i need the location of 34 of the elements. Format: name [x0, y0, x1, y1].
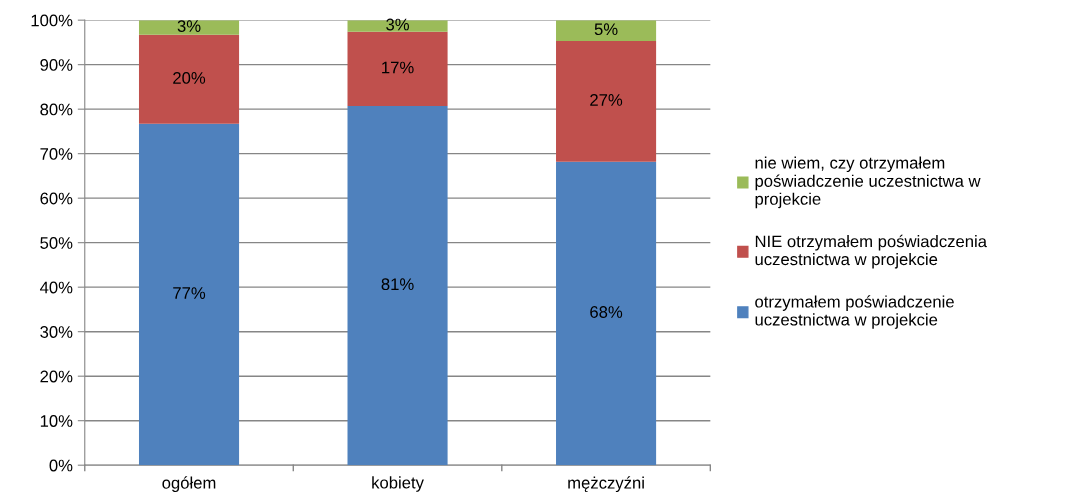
data-label: 3% — [177, 20, 201, 32]
y-tick-label: 70% — [40, 148, 73, 160]
bar — [347, 106, 448, 466]
bar — [347, 31, 448, 107]
data-label: 27% — [590, 94, 623, 106]
bar — [556, 20, 657, 42]
x-tick-label: mężczyźni — [568, 476, 644, 493]
data-label: 20% — [173, 72, 206, 84]
y-tick-label: 40% — [39, 281, 73, 294]
data-label: 77% — [173, 287, 206, 299]
bar — [556, 161, 657, 466]
x-tick-label: kobiety — [372, 476, 424, 492]
data-label: 17% — [382, 61, 414, 74]
y-tick-label: 90% — [40, 59, 73, 71]
y-tick-label: 10% — [40, 415, 73, 427]
bar — [138, 123, 240, 466]
bar — [138, 34, 240, 124]
data-label: 68% — [590, 306, 623, 318]
bar — [556, 41, 657, 162]
y-tick-label: 50% — [40, 237, 73, 249]
legend-label: nie wiem, czy otrzymałem poświadczenie uczestnictwa w projekcie — [755, 156, 981, 209]
y-tick-label: 20% — [40, 370, 73, 383]
data-label: 5% — [594, 23, 618, 36]
data-label: 81% — [381, 278, 414, 291]
bar — [138, 20, 240, 35]
y-tick-label: 60% — [40, 192, 73, 205]
legend-label: otrzymałem poświadczenie uczestnictwa w projekcie — [755, 295, 954, 329]
y-tick-label: 100% — [31, 14, 73, 27]
y-tick-label: 30% — [40, 326, 73, 338]
data-label: 3% — [386, 18, 409, 31]
y-tick-label: 0% — [49, 459, 73, 472]
x-tick-label: ogółem — [162, 476, 216, 493]
legend-label: NIE otrzymałem poświadczenia uczestnictwa w projekcie — [755, 234, 987, 269]
y-tick-label: 80% — [40, 103, 73, 116]
